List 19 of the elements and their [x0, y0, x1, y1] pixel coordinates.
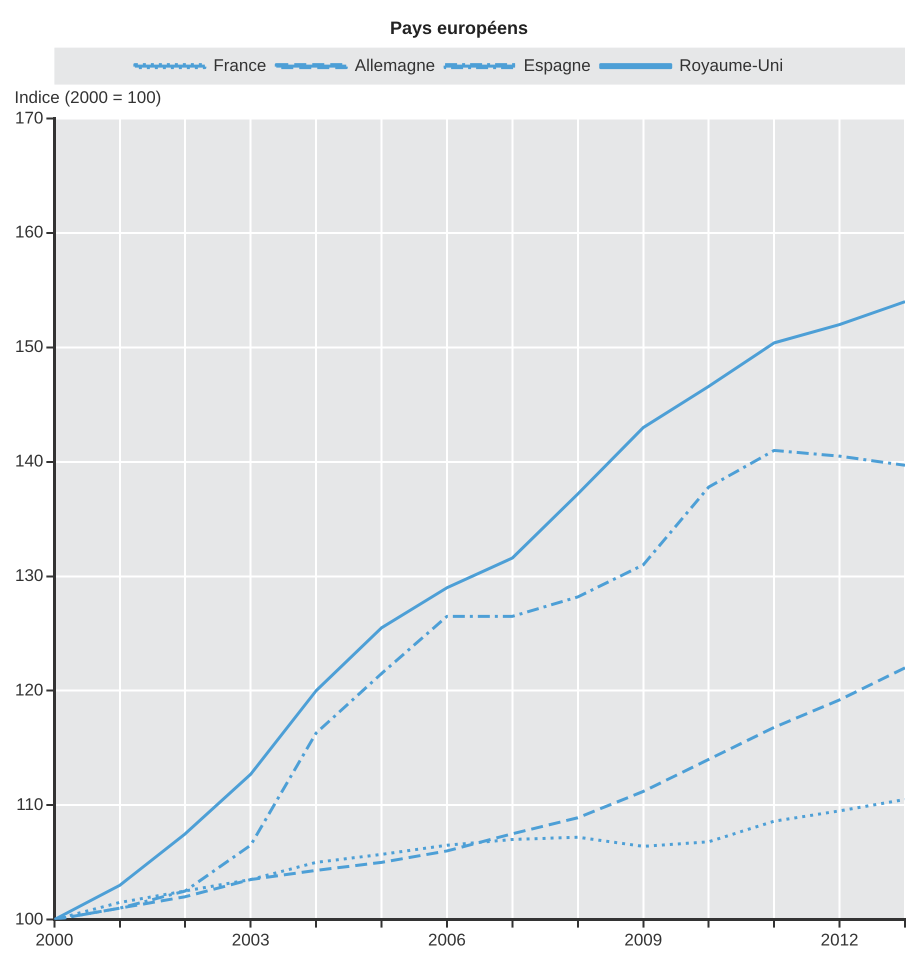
x-tick-label: 2000	[35, 930, 74, 950]
x-tick-label: 2009	[624, 930, 662, 950]
legend-label: Espagne	[524, 56, 591, 75]
y-tick-label: 140	[14, 452, 44, 471]
y-tick-label: 130	[14, 566, 44, 585]
x-tick-label: 2003	[232, 930, 270, 950]
legend-label: Allemagne	[354, 56, 436, 75]
x-tick-label: 2006	[428, 930, 466, 950]
y-axis-title: Indice (2000 = 100)	[14, 88, 162, 107]
y-tick-label: 100	[14, 909, 44, 928]
legend-label: Royaume-Uni	[679, 56, 784, 75]
y-tick-label: 160	[14, 222, 44, 242]
y-tick-label: 150	[14, 337, 44, 356]
x-tick-label: 2012	[820, 930, 858, 950]
legend-label: France	[213, 56, 266, 75]
y-tick-label: 170	[14, 108, 44, 128]
chart-title: Pays européens	[390, 18, 528, 38]
y-tick-label: 120	[14, 680, 44, 700]
y-tick-label: 110	[16, 794, 44, 814]
